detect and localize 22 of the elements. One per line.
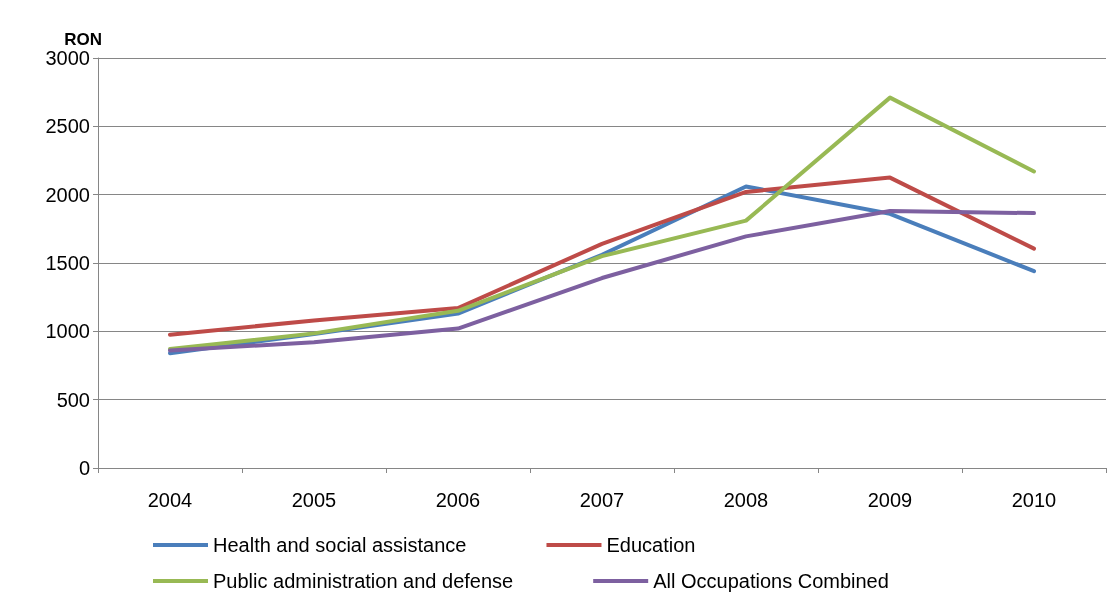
legend-label: Education	[606, 534, 696, 556]
x-tick-label: 2009	[867, 489, 913, 511]
legend-label: All Occupations Combined	[653, 570, 889, 592]
legend-label: Health and social assistance	[213, 534, 467, 556]
x-tick-label: 2010	[1011, 489, 1057, 511]
y-tick-label: 2500	[45, 115, 90, 138]
y-axis-title: RON	[64, 30, 102, 50]
y-tick-label: 500	[56, 388, 90, 411]
line-series	[168, 175, 1036, 337]
y-tick-label: 1500	[45, 252, 90, 274]
y-tick-label: 1000	[45, 320, 90, 343]
x-tick-label: 2008	[723, 489, 769, 511]
legend-label: Public administration and defense	[213, 570, 514, 592]
x-tick-label: 2004	[147, 489, 193, 511]
x-tick-label: 2006	[435, 489, 481, 511]
x-tick-label: 2005	[291, 489, 337, 511]
line-series	[168, 95, 1036, 352]
y-tick-label: 3000	[45, 47, 90, 69]
x-tick-label: 2007	[579, 489, 625, 511]
line-series	[168, 209, 1036, 353]
y-tick-label: 0	[78, 457, 90, 479]
y-tick-label: 2000	[45, 183, 90, 206]
